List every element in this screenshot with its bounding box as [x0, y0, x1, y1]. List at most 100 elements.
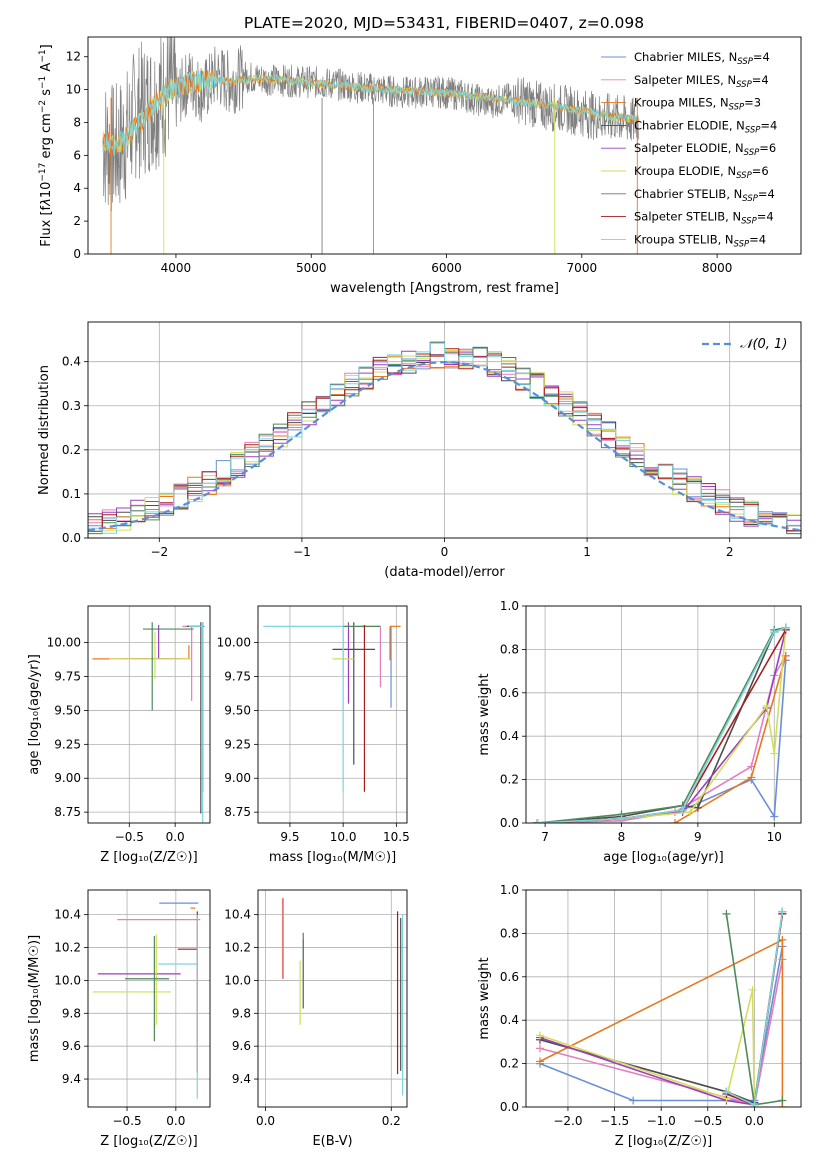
plot-area — [88, 341, 801, 538]
y-axis-label: mass [log₁₀(M/M☉)] — [27, 935, 42, 1062]
legend-entry: Chabrier MILES, NSSP=4 — [634, 50, 770, 67]
mass-weight-marker — [535, 1031, 544, 1040]
plot-area — [281, 898, 404, 1096]
y-tick-label: 10.0 — [54, 973, 81, 987]
observed-spectrum — [102, 37, 639, 212]
mass-weight-marker — [762, 701, 771, 710]
y-axis-label: mass weight — [477, 957, 492, 1039]
y-tick-label: 0.0 — [500, 1100, 519, 1114]
x-tick-label: −0.5 — [693, 1114, 722, 1128]
model-spectrum — [102, 70, 639, 157]
legend-entry: Chabrier STELIB, NSSP=4 — [634, 187, 775, 204]
mass-weight-marker — [778, 1096, 787, 1105]
mass-weight-line — [539, 946, 784, 1102]
y-tick-label: 0.2 — [500, 1057, 519, 1071]
mass-weight-marker — [778, 907, 787, 916]
mass-weight-marker — [629, 1096, 638, 1105]
y-axis-label: mass weight — [477, 673, 492, 755]
y-tick-label: 9.00 — [224, 771, 251, 785]
y-axis-label: age [log₁₀(age/yr)] — [27, 654, 42, 775]
x-tick-label: 0.2 — [382, 1114, 401, 1128]
y-tick-label: 0.2 — [500, 773, 519, 787]
panel-mass-vs-Z: −0.5 0.0 9.4 9.6 9.8 10.0 10.2 10.4 Z [log₁₀(Z/Z… — [27, 889, 211, 1149]
x-tick-label: 8000 — [702, 261, 733, 275]
x-tick-label: −0.5 — [112, 1114, 141, 1128]
y-tick-label: 1.0 — [500, 599, 519, 613]
y-tick-label: 0.0 — [500, 816, 519, 830]
mass-weight-marker — [535, 1057, 544, 1066]
panel-mass-weight-vs-Z: −2.0 −1.5 −1.0 −0.5 0.0 0.0 0.2 0.4 0.6 0.8 1.0 Z [… — [477, 883, 802, 1149]
panel-mass-vs-EBV: 0.0 0.2 9.4 9.6 9.8 10.0 10.2 10.4 E(B-V) — [224, 889, 408, 1149]
y-tick-label: 10.4 — [224, 908, 251, 922]
x-tick-label: −2.0 — [553, 1114, 582, 1128]
mass-weight-marker — [770, 628, 779, 637]
panel-spectrum: 4000 5000 6000 7000 8000 0 2 4 6 8 10 12 wavelength … — [38, 36, 802, 296]
y-tick-label: 9.4 — [62, 1072, 81, 1086]
x-tick-label: 8 — [618, 830, 626, 844]
legend-entry: Salpeter STELIB, NSSP=4 — [634, 210, 774, 227]
x-tick-label: 0.0 — [166, 830, 185, 844]
legend-entry: Salpeter MILES, NSSP=4 — [634, 73, 769, 90]
legend-entry: Kroupa STELIB, NSSP=4 — [634, 232, 766, 249]
y-tick-label: 9.25 — [224, 737, 251, 751]
y-tick-label: 0.4 — [62, 355, 81, 369]
y-tick-label: 10 — [66, 83, 81, 97]
axes-frame — [87, 321, 802, 539]
y-tick-label: 0.8 — [500, 926, 519, 940]
x-axis-label: (data-model)/error — [384, 565, 505, 580]
plot-area — [533, 623, 790, 823]
x-tick-label: −1 — [293, 545, 311, 559]
x-axis-label: E(B-V) — [312, 1134, 352, 1149]
x-tick-label: 7 — [541, 830, 549, 844]
axes-frame — [87, 605, 211, 824]
y-tick-label: 9.50 — [54, 703, 81, 717]
x-axis-label: Z [log₁₀(Z/Z☉)] — [100, 850, 197, 865]
x-tick-label: 0.0 — [166, 1114, 185, 1128]
x-tick-label: −1.5 — [600, 1114, 629, 1128]
mass-weight-marker — [770, 812, 779, 821]
x-axis-label: mass [log₁₀(M/M☉)] — [269, 850, 396, 865]
panel-residuals: −2 −1 0 1 2 0.0 0.1 0.2 0.3 0.4 (data-model)/error… — [37, 321, 802, 580]
axes-frame — [257, 605, 408, 824]
y-tick-label: 9.50 — [224, 703, 251, 717]
mass-weight-marker — [678, 805, 687, 814]
plot-area — [92, 622, 205, 823]
panel-mass-weight-vs-age: 7 8 9 10 0.0 0.2 0.4 0.6 0.8 1.0 age [log₁₀(age/yr… — [477, 599, 802, 865]
y-tick-label: 0.4 — [500, 1013, 519, 1027]
y-tick-label: 2 — [73, 214, 81, 228]
mass-weight-marker — [722, 1087, 731, 1096]
y-tick-label: 8.75 — [54, 805, 81, 819]
y-tick-label: 10.4 — [54, 908, 81, 922]
x-tick-label: 4000 — [161, 261, 192, 275]
mass-weight-marker — [535, 1044, 544, 1053]
x-axis-label: Z [log₁₀(Z/Z☉)] — [100, 1134, 197, 1149]
legend-entry: Kroupa ELODIE, NSSP=6 — [634, 164, 769, 181]
x-tick-label: 10 — [767, 830, 782, 844]
plot-area — [535, 907, 787, 1107]
x-tick-label: 1 — [583, 545, 591, 559]
x-tick-label: 0.0 — [256, 1114, 275, 1128]
y-tick-label: 0 — [73, 247, 81, 261]
x-tick-label: 5000 — [296, 261, 327, 275]
legend-entry: Kroupa MILES, NSSP=3 — [634, 96, 761, 113]
y-tick-label: 9.8 — [62, 1006, 81, 1020]
mass-weight-marker — [747, 773, 756, 782]
x-axis-label: age [log₁₀(age/yr)] — [603, 850, 724, 865]
axes-frame — [87, 889, 211, 1108]
y-tick-label: 9.8 — [232, 1006, 251, 1020]
y-tick-label: 10.00 — [217, 636, 251, 650]
y-tick-label: 0.2 — [62, 443, 81, 457]
y-tick-label: 0.6 — [500, 686, 519, 700]
mass-weight-marker — [778, 935, 787, 944]
x-tick-label: 0.0 — [745, 1114, 764, 1128]
y-tick-label: 0.8 — [500, 642, 519, 656]
mass-weight-marker — [748, 985, 757, 994]
x-tick-label: 10.0 — [330, 830, 357, 844]
plot-area — [102, 37, 640, 254]
x-axis-label: Z [log₁₀(Z/Z☉)] — [615, 1134, 712, 1149]
normal-curve — [88, 360, 801, 532]
y-tick-label: 6 — [73, 148, 81, 162]
mass-weight-marker — [722, 909, 731, 918]
x-tick-label: 7000 — [567, 261, 598, 275]
axes-frame — [257, 889, 408, 1108]
